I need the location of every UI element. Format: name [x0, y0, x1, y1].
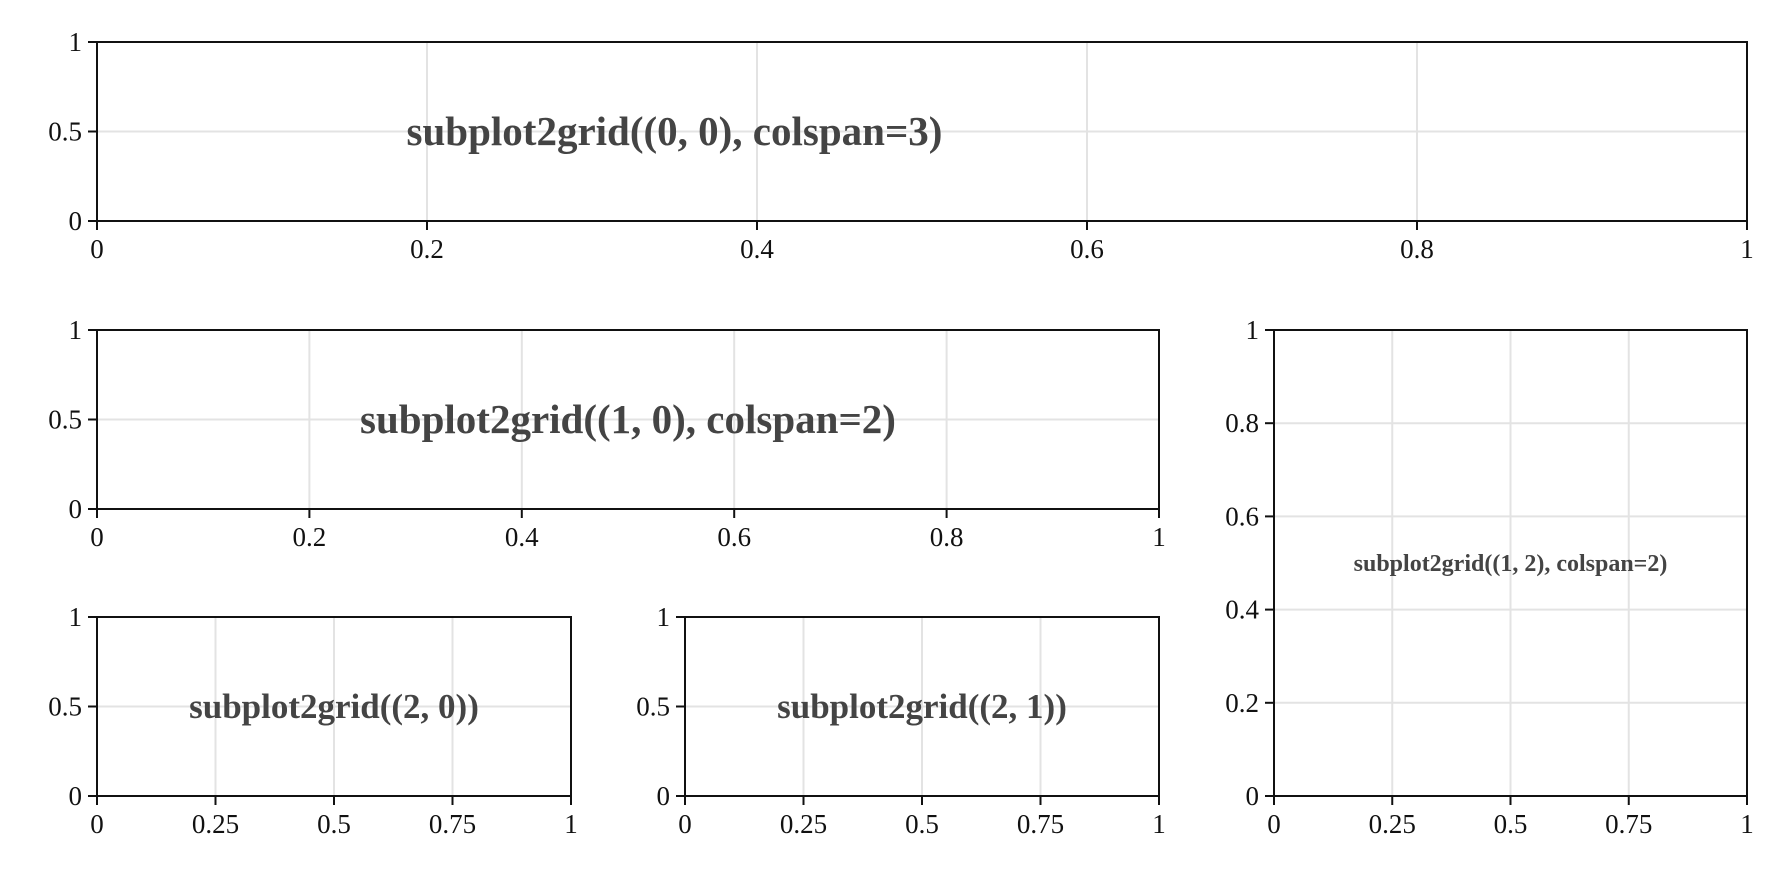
- y-tick-label: 0.6: [1225, 501, 1259, 531]
- x-tick-label: 0.75: [1017, 809, 1064, 839]
- y-tick-label: 1: [1246, 315, 1260, 345]
- y-tick-label: 0.2: [1225, 688, 1259, 718]
- x-tick-label: 0.2: [293, 522, 327, 552]
- y-tick-label: 0.4: [1225, 595, 1259, 625]
- x-tick-label: 0.5: [317, 809, 351, 839]
- x-tick-label: 0: [90, 234, 104, 264]
- y-tick-label: 0: [69, 781, 83, 811]
- x-tick-label: 0.25: [1369, 809, 1416, 839]
- y-tick-label: 1: [657, 602, 671, 632]
- y-tick-label: 0.5: [636, 692, 670, 722]
- x-tick-label: 0: [1267, 809, 1281, 839]
- x-tick-label: 0.6: [717, 522, 751, 552]
- y-tick-label: 0.5: [48, 117, 82, 147]
- axes-panel-bottom-left: 0 0.25 0.5 0.75 1 0 0.5 1 subplot2grid((2, 0)): [48, 602, 578, 839]
- axes-panel-top: 0 0.2 0.4 0.6 0.8 1 0 0.5 1 subplot2grid((0, 0), …: [48, 27, 1754, 264]
- x-tick-label: 0.2: [410, 234, 444, 264]
- y-tick-label: 0: [69, 494, 83, 524]
- y-tick-label: 0: [69, 206, 83, 236]
- panel-annotation: subplot2grid((2, 1)): [777, 687, 1067, 726]
- x-tick-label: 0: [90, 522, 104, 552]
- y-tick-label: 1: [69, 315, 83, 345]
- x-tick-label: 0.5: [905, 809, 939, 839]
- x-tick-label: 0.25: [780, 809, 827, 839]
- x-tick-label: 0: [90, 809, 104, 839]
- y-tick-label: 0: [1246, 781, 1260, 811]
- x-tick-label: 0.6: [1070, 234, 1104, 264]
- x-tick-label: 0.5: [1494, 809, 1528, 839]
- y-tick-label: 1: [69, 602, 83, 632]
- x-tick-label: 0.8: [930, 522, 964, 552]
- y-tick-label: 0.5: [48, 692, 82, 722]
- x-tick-label: 0.75: [429, 809, 476, 839]
- y-tick-label: 1: [69, 27, 83, 57]
- y-tick-label: 0: [657, 781, 671, 811]
- x-tick-label: 0.75: [1605, 809, 1652, 839]
- x-tick-label: 0.25: [192, 809, 239, 839]
- x-tick-label: 0.4: [740, 234, 774, 264]
- x-tick-label: 1: [1152, 809, 1166, 839]
- panel-annotation: subplot2grid((0, 0), colspan=3): [407, 108, 943, 154]
- x-tick-label: 1: [1152, 522, 1166, 552]
- panel-annotation: subplot2grid((2, 0)): [189, 687, 479, 726]
- x-tick-label: 1: [564, 809, 578, 839]
- x-tick-label: 1: [1740, 234, 1754, 264]
- y-tick-label: 0.5: [48, 405, 82, 435]
- x-tick-label: 0.4: [505, 522, 539, 552]
- x-tick-label: 0.8: [1400, 234, 1434, 264]
- axes-panel-right: 0 0.25 0.5 0.75 1 0 0.2 0.4 0.6 0.8 1 subplot2grid(…: [1225, 315, 1754, 839]
- axes-panel-middle: 0 0.2 0.4 0.6 0.8 1 0 0.5 1 subplot2grid((1, 0), …: [48, 315, 1166, 552]
- y-tick-label: 0.8: [1225, 408, 1259, 438]
- x-tick-label: 1: [1740, 809, 1754, 839]
- x-tick-label: 0: [678, 809, 692, 839]
- axes-panel-bottom-middle: 0 0.25 0.5 0.75 1 0 0.5 1 subplot2grid((2, 1)): [636, 602, 1166, 839]
- panel-annotation: subplot2grid((1, 0), colspan=2): [360, 396, 896, 442]
- panel-annotation: subplot2grid((1, 2), colspan=2): [1354, 551, 1668, 577]
